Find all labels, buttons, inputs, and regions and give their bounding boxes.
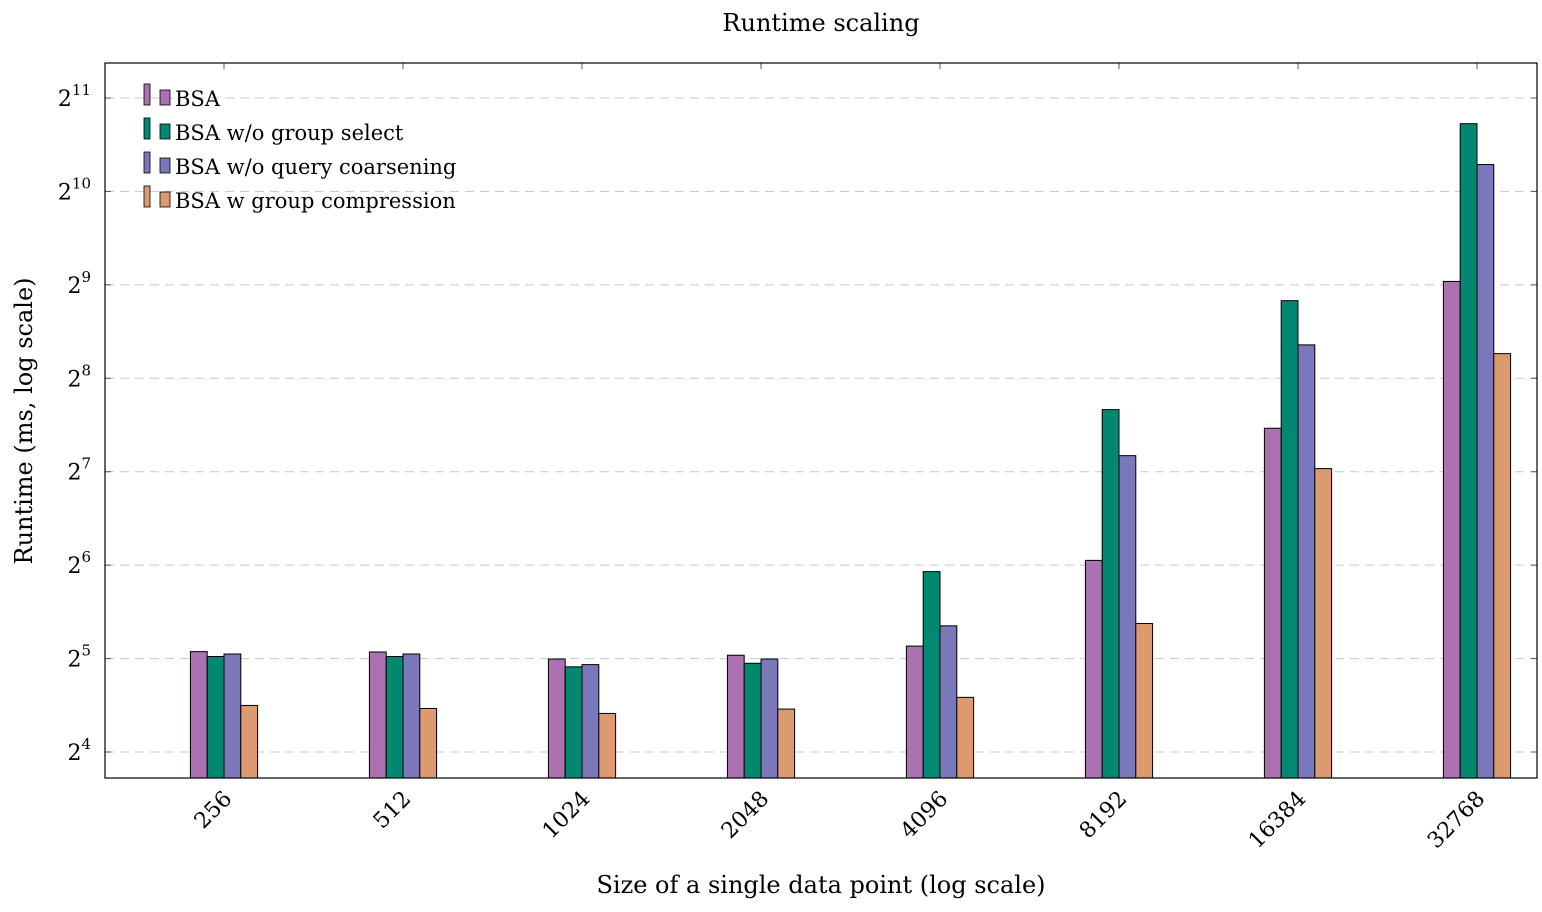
legend-swatch: [143, 83, 151, 106]
bar: [939, 625, 958, 779]
bar: [1263, 427, 1282, 779]
bar: [1084, 559, 1103, 779]
legend-swatch: [159, 191, 171, 208]
bar: [1297, 344, 1316, 779]
bar: [1135, 623, 1154, 779]
y-tick-label: 210: [58, 174, 91, 205]
x-tick-label: 1024: [538, 787, 595, 844]
y-tick-label: 211: [58, 81, 91, 112]
x-tick-label: 2048: [717, 787, 774, 844]
bar: [368, 651, 387, 779]
legend-swatch: [143, 185, 151, 208]
bar: [1280, 300, 1299, 779]
bar: [743, 662, 762, 779]
y-tick-label: 29: [67, 268, 91, 299]
bar: [922, 571, 941, 779]
legend-label: BSA: [175, 87, 221, 111]
legend-swatch: [159, 89, 171, 106]
chart-title: Runtime scaling: [722, 9, 919, 37]
y-tick-label: 26: [67, 548, 91, 579]
bar: [385, 655, 404, 779]
bar: [1101, 409, 1120, 779]
bar: [206, 655, 225, 779]
bars: [189, 123, 1512, 779]
bar: [1459, 123, 1478, 779]
x-tick-labels: 256 512 1024 2048 4096 8192 16384 32768: [190, 787, 1490, 854]
legend-swatch: [159, 123, 171, 140]
y-tick-label: 25: [67, 642, 91, 673]
legend-label: BSA w group compression: [175, 189, 456, 213]
bar: [581, 664, 600, 779]
y-tick-labels: 24 25 26 27 28 29 210 211: [58, 81, 91, 766]
bar: [1476, 164, 1495, 779]
bar: [777, 708, 796, 779]
x-tick-label: 32768: [1423, 787, 1490, 854]
bar: [547, 658, 566, 779]
bar: [223, 653, 242, 779]
bar: [1442, 280, 1461, 779]
x-axis-label: Size of a single data point (log scale): [596, 871, 1045, 899]
bar: [1314, 468, 1333, 779]
y-axis-label: Runtime (ms, log scale): [10, 277, 38, 564]
bar: [240, 704, 259, 779]
bar: [1118, 455, 1137, 779]
bar: [760, 658, 779, 779]
bar: [726, 654, 745, 779]
x-tick-label: 512: [369, 787, 416, 834]
y-tick-label: 28: [67, 361, 91, 392]
x-tick-label: 8192: [1075, 787, 1132, 844]
y-tick-label: 27: [67, 455, 91, 486]
legend-swatch: [143, 117, 151, 140]
legend-label: BSA w/o query coarsening: [175, 155, 456, 179]
legend-swatch: [159, 157, 171, 174]
legend-label: BSA w/o group select: [175, 121, 404, 145]
y-tick-label: 24: [67, 735, 91, 766]
x-tick-label: 16384: [1244, 787, 1311, 854]
bar: [905, 645, 924, 779]
x-tick-label: 4096: [896, 787, 953, 844]
bar: [956, 696, 975, 779]
bar: [419, 707, 438, 779]
bar: [598, 712, 617, 779]
legend: BSA BSA w/o group select BSA w/o query coa…: [143, 83, 456, 213]
bar: [564, 666, 583, 779]
bar: [402, 653, 421, 779]
plot-frame: [104, 62, 1538, 779]
bar: [189, 651, 208, 779]
legend-swatch: [143, 151, 151, 174]
x-tick-label: 256: [190, 787, 237, 834]
bar: [1493, 353, 1512, 779]
